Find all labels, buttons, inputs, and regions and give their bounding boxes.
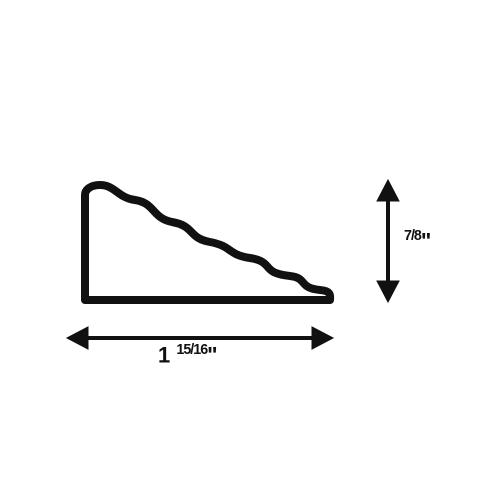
- height-fraction: 7/8: [404, 228, 421, 244]
- height-suffix: ": [421, 228, 431, 253]
- molding-profile-outline: [85, 185, 330, 300]
- height-dimension-arrow: [377, 180, 399, 302]
- width-whole: 1: [158, 342, 170, 367]
- width-suffix: ": [207, 342, 217, 367]
- diagram-container: 1 15/16" 7/8": [0, 0, 500, 500]
- height-dimension-label: 7/8": [404, 228, 431, 254]
- width-fraction: 15/16: [176, 342, 207, 358]
- width-dimension-label: 1 15/16": [158, 342, 218, 368]
